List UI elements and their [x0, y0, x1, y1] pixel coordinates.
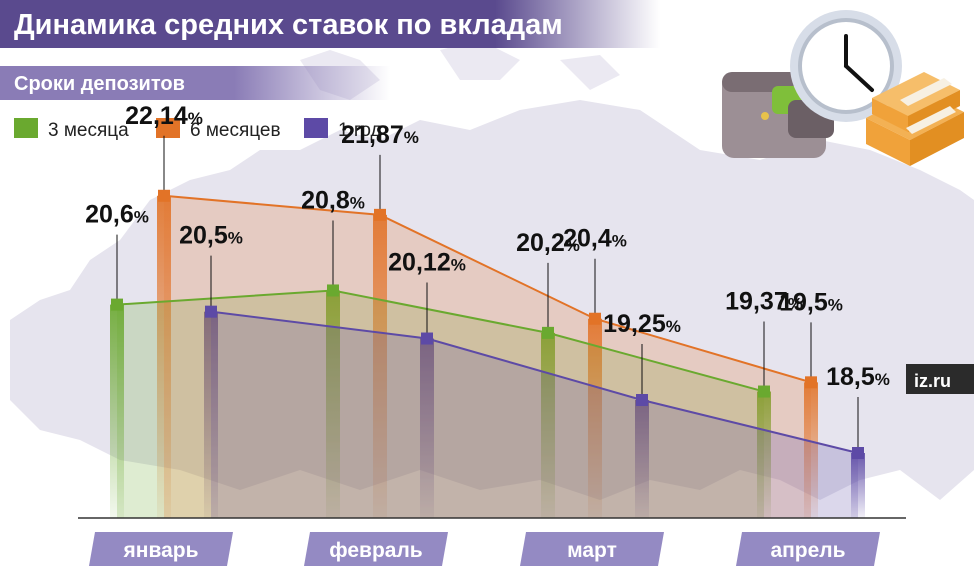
bar [804, 382, 818, 518]
data-label: 20,12% [388, 249, 466, 277]
data-label: 20,4% [563, 225, 627, 253]
data-point [758, 385, 770, 398]
bar [757, 391, 771, 518]
data-point [327, 284, 339, 297]
data-label: 21,87% [341, 121, 419, 149]
data-label: 19,5% [779, 288, 843, 316]
banknotes-icon [866, 72, 964, 166]
data-label: 19,25% [603, 310, 681, 338]
data-label: 20,6% [85, 201, 149, 229]
data-label: 18,5% [826, 363, 890, 391]
subtitle-band: Сроки депозитов [0, 66, 390, 100]
bar [851, 453, 865, 518]
data-label: 20,2% [516, 229, 580, 257]
clock-icon [790, 10, 902, 122]
brand-label: iz.ru [914, 371, 951, 391]
series-line [116, 289, 765, 393]
series-line [210, 310, 859, 454]
data-label: 20,8% [301, 186, 365, 214]
brand-badge: iz.ru [906, 364, 974, 394]
legend-swatch [14, 118, 38, 138]
legend-label: 1 год [338, 120, 382, 141]
legend-label: 6 месяцев [190, 120, 281, 141]
data-point [158, 189, 170, 202]
bar [635, 400, 649, 518]
chart-subtitle: Сроки депозитов [14, 73, 185, 95]
month-badge [304, 532, 448, 566]
bar [588, 318, 602, 518]
data-point [542, 326, 554, 339]
data-label: 19,37% [725, 288, 803, 316]
legend: 3 месяца 6 месяцев 1 год [14, 118, 382, 141]
bar [326, 290, 340, 518]
x-tick-label: март [567, 539, 617, 562]
series-area [211, 311, 858, 518]
x-tick-label: январь [123, 539, 199, 562]
plot-area: 20,6% 20,8% 20,2% 19,37% 22,14% 21,87% 20,4% 19… [78, 102, 906, 566]
month-badge [89, 532, 233, 566]
data-point [111, 298, 123, 311]
legend-swatch [304, 118, 328, 138]
data-label: 22,14% [125, 102, 203, 130]
data-point [805, 376, 817, 389]
data-point [421, 332, 433, 345]
data-point [205, 305, 217, 318]
bar [157, 195, 171, 519]
month-badge [520, 532, 664, 566]
legend-swatch [156, 118, 180, 138]
bar [373, 214, 387, 518]
series-area [117, 290, 764, 518]
title-band: Динамика средних ставок по вкладам [0, 0, 660, 48]
chart-title: Динамика средних ставок по вкладам [14, 9, 563, 41]
data-point [636, 394, 648, 406]
bar [420, 338, 434, 518]
series-line [163, 194, 812, 384]
series-area [164, 195, 811, 519]
bar [110, 304, 124, 518]
x-tick-label: февраль [329, 539, 423, 562]
bar [541, 332, 555, 518]
data-point [852, 447, 864, 459]
data-point [589, 312, 601, 325]
map-background [10, 40, 974, 500]
x-tick-label: апрель [770, 539, 845, 562]
legend-label: 3 месяца [48, 120, 129, 141]
data-point [374, 208, 386, 221]
month-badge [736, 532, 880, 566]
data-label: 20,5% [179, 222, 243, 250]
bar [204, 311, 218, 518]
